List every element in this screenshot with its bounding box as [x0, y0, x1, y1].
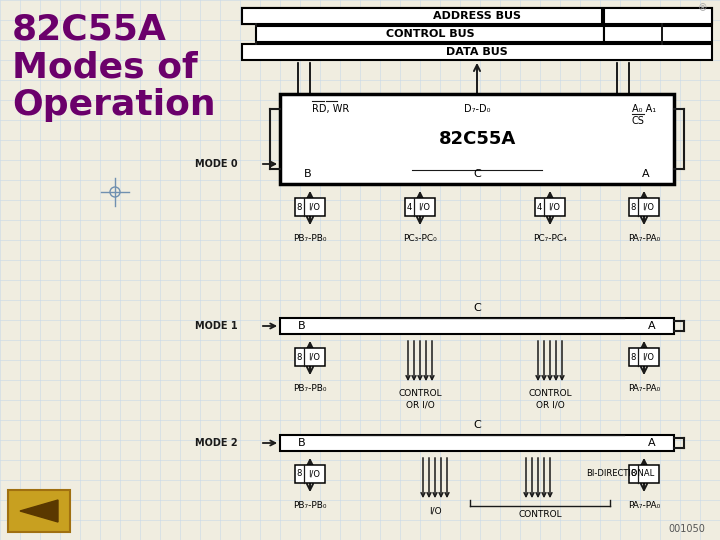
Text: MODE 0: MODE 0 — [195, 159, 238, 169]
Text: OR I/O: OR I/O — [405, 401, 434, 410]
Text: I/O: I/O — [308, 353, 320, 361]
Text: 8: 8 — [297, 202, 302, 212]
Bar — [280, 435, 674, 451]
Bar — [295, 348, 325, 366]
Text: PA₇-PA₀: PA₇-PA₀ — [628, 384, 660, 393]
Bar — [295, 465, 325, 483]
Text: 4: 4 — [536, 202, 541, 212]
Text: C: C — [473, 169, 481, 179]
Text: PC₇-PC₄: PC₇-PC₄ — [533, 234, 567, 243]
Text: I/O: I/O — [428, 506, 441, 515]
Text: CONTROL BUS: CONTROL BUS — [386, 29, 474, 39]
Bar — [629, 348, 659, 366]
Text: A₀ A₁: A₀ A₁ — [632, 104, 656, 114]
Bar — [295, 198, 325, 216]
Text: CONTROL: CONTROL — [518, 510, 562, 519]
Text: MODE 1: MODE 1 — [195, 321, 238, 331]
Text: B: B — [298, 438, 306, 448]
Text: I/O: I/O — [308, 202, 320, 212]
Text: 8: 8 — [630, 469, 636, 478]
Text: 8: 8 — [297, 469, 302, 478]
Text: PB₇-PB₀: PB₇-PB₀ — [293, 384, 327, 393]
Text: 8: 8 — [630, 202, 636, 212]
FancyBboxPatch shape — [8, 490, 70, 532]
Text: 4: 4 — [406, 202, 412, 212]
Text: A: A — [642, 169, 650, 179]
Text: B: B — [304, 169, 312, 179]
Text: I/O: I/O — [418, 202, 430, 212]
Bar — [242, 8, 602, 24]
Text: CS: CS — [632, 116, 645, 126]
Bar — [242, 8, 712, 24]
Text: 8: 8 — [630, 353, 636, 361]
Text: B: B — [298, 321, 306, 331]
Bar — [604, 8, 712, 24]
Text: OR I/O: OR I/O — [536, 401, 564, 410]
Text: PA₇-PA₀: PA₇-PA₀ — [628, 234, 660, 243]
Text: BI-DIRECTIONAL: BI-DIRECTIONAL — [586, 469, 654, 478]
Text: PB₇-PB₀: PB₇-PB₀ — [293, 234, 327, 243]
Text: I/O: I/O — [642, 202, 654, 212]
Text: C: C — [473, 420, 481, 430]
Text: A: A — [648, 321, 656, 331]
Bar — [629, 198, 659, 216]
Polygon shape — [20, 500, 58, 522]
Text: MODE 2: MODE 2 — [195, 438, 238, 448]
Text: RD, WR: RD, WR — [312, 104, 349, 114]
Text: I/O: I/O — [642, 353, 654, 361]
Text: 001050: 001050 — [668, 524, 705, 534]
Text: CONTROL: CONTROL — [398, 389, 442, 398]
Text: I/O: I/O — [308, 469, 320, 478]
Bar — [535, 198, 565, 216]
Bar — [242, 44, 712, 60]
Bar — [629, 465, 659, 483]
Text: C: C — [473, 303, 481, 313]
Text: PC₃-PC₀: PC₃-PC₀ — [403, 234, 437, 243]
Text: I/O: I/O — [548, 202, 560, 212]
Text: ®: ® — [697, 3, 707, 13]
Text: CONTROL: CONTROL — [528, 389, 572, 398]
Text: 82C55A: 82C55A — [438, 130, 516, 148]
Bar — [280, 318, 674, 334]
Bar — [256, 26, 604, 42]
Text: ADDRESS BUS: ADDRESS BUS — [433, 11, 521, 21]
Text: DATA BUS: DATA BUS — [446, 47, 508, 57]
Text: A: A — [648, 438, 656, 448]
Bar — [604, 26, 712, 42]
Bar — [405, 198, 435, 216]
Bar — [280, 94, 674, 184]
Text: PB₇-PB₀: PB₇-PB₀ — [293, 501, 327, 510]
Text: D₇-D₀: D₇-D₀ — [464, 104, 490, 114]
Text: 82C55A
Modes of
Operation: 82C55A Modes of Operation — [12, 12, 215, 122]
Text: 8: 8 — [297, 353, 302, 361]
Text: PA₇-PA₀: PA₇-PA₀ — [628, 501, 660, 510]
